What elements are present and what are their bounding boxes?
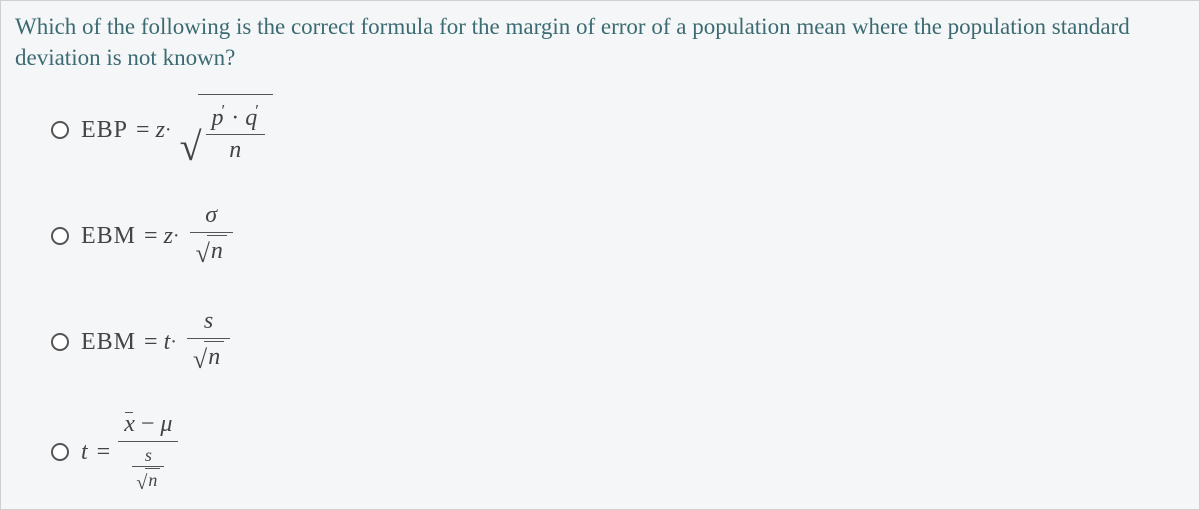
option-a[interactable]: EBP = z · √ p′ · q′ n	[51, 91, 1199, 169]
radio-b[interactable]	[51, 227, 69, 245]
lhs-a: EBP	[81, 117, 128, 144]
lhs-c: EBM	[81, 329, 136, 356]
option-d[interactable]: t = x − μ s √ n	[51, 409, 1199, 496]
option-c[interactable]: EBM = t · s √ n	[51, 303, 1199, 381]
eq-c: =	[144, 329, 156, 356]
coef-b: z	[164, 223, 173, 250]
mul-a: ·	[165, 119, 172, 142]
formula-a: EBP = z · √ p′ · q′ n	[81, 94, 273, 167]
radical-icon: √	[196, 242, 210, 265]
lhs-d: t	[81, 439, 89, 466]
formula-d: t = x − μ s √ n	[81, 409, 180, 496]
options-list: EBP = z · √ p′ · q′ n EBM = z ·	[1, 91, 1199, 496]
eq-d: =	[97, 439, 109, 466]
frac-c: s √ n	[187, 306, 230, 377]
eq-b: =	[144, 223, 156, 250]
frac-d: x − μ s √ n	[118, 409, 178, 496]
frac-b: σ √ n	[190, 200, 233, 271]
coef-a: z	[156, 117, 165, 144]
mul-b: ·	[173, 225, 180, 248]
coef-c: t	[164, 329, 171, 356]
radical-icon: √	[193, 348, 207, 371]
eq-a: =	[136, 117, 148, 144]
radical-icon: √	[180, 129, 202, 165]
radio-a[interactable]	[51, 121, 69, 139]
option-b[interactable]: EBM = z · σ √ n	[51, 197, 1199, 275]
lhs-b: EBM	[81, 223, 136, 250]
formula-b: EBM = z · σ √ n	[81, 200, 235, 271]
question-text: Which of the following is the correct fo…	[1, 1, 1199, 91]
radical-icon: √	[136, 474, 147, 492]
mul-c: ·	[170, 331, 177, 354]
radio-c[interactable]	[51, 333, 69, 351]
formula-c: EBM = t · s √ n	[81, 306, 232, 377]
sqrt-a: √ p′ · q′ n	[180, 94, 273, 167]
radio-d[interactable]	[51, 443, 69, 461]
